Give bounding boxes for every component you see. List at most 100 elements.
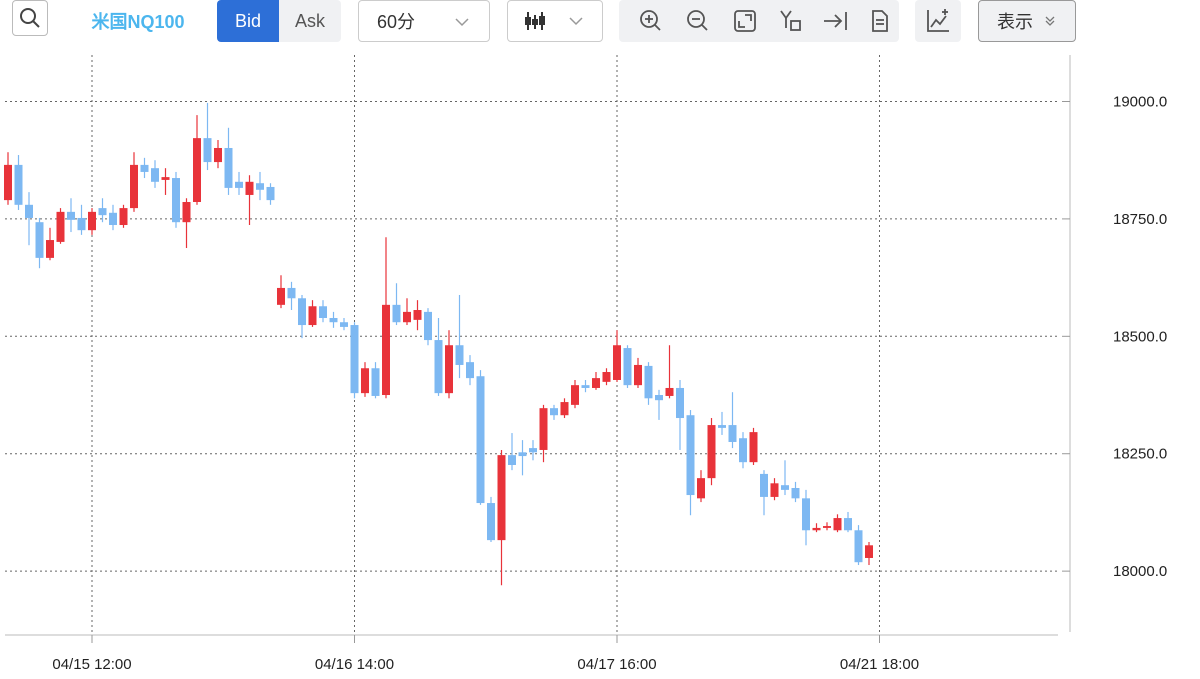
search-button[interactable]: [12, 0, 48, 36]
candle-body: [172, 178, 180, 223]
candle-body: [812, 527, 821, 531]
candle-body: [130, 164, 138, 209]
candle-body: [434, 340, 443, 394]
candle-body: [382, 304, 390, 396]
y-tick-label: 19000.0: [1113, 93, 1167, 110]
candle-body: [88, 211, 96, 231]
candle-body: [676, 387, 684, 419]
indicator-button[interactable]: [915, 0, 961, 42]
candle-body: [487, 503, 495, 541]
chevron: [1045, 16, 1055, 26]
candle-body: [193, 138, 201, 202]
display-button[interactable]: 表示: [978, 0, 1076, 42]
candle-body: [854, 530, 863, 563]
x-tick-label: 04/17 16:00: [577, 656, 656, 673]
tool-group: [619, 0, 899, 42]
candle-body: [224, 147, 233, 188]
candle-body: [497, 455, 506, 541]
candle-body: [718, 425, 726, 428]
candle-body: [476, 376, 485, 504]
tool-icons: [640, 10, 888, 32]
candle-body: [245, 181, 254, 195]
candle-body: [833, 518, 842, 531]
candle-body: [256, 183, 264, 190]
candle-body: [46, 240, 54, 258]
candle-body: [613, 345, 621, 380]
candle-body: [550, 408, 558, 416]
candle-body: [770, 483, 779, 497]
candle-body: [823, 526, 831, 528]
candle-body: [361, 368, 369, 394]
candle-body: [455, 345, 464, 365]
candle-body: [518, 452, 527, 457]
candle-body: [865, 545, 873, 558]
symbol[interactable]: 米国NQ100: [91, 12, 185, 32]
chart-type-select[interactable]: [507, 0, 603, 42]
candle-body: [844, 518, 852, 531]
candle-body: [413, 310, 422, 320]
indicator-icon: [927, 9, 949, 32]
interval-label: 60分: [377, 12, 416, 32]
candle-body: [560, 402, 569, 416]
x-tick-label: 04/21 18:00: [840, 656, 919, 673]
candle-body: [35, 222, 44, 258]
candle-body: [739, 438, 747, 463]
candle-body: [203, 138, 212, 163]
interval-select[interactable]: 60分: [358, 0, 490, 42]
candle-body: [686, 415, 695, 496]
candle-body: [644, 365, 653, 399]
candle-body: [287, 287, 296, 299]
candle-body: [329, 317, 338, 323]
candle-body: [14, 164, 23, 205]
candle-body: [760, 473, 768, 497]
candle-body: [539, 408, 548, 450]
candle-body: [602, 372, 611, 382]
candle-body: [151, 168, 159, 182]
candle-body: [791, 488, 800, 499]
candle-body: [319, 306, 327, 318]
candle-body: [77, 217, 86, 231]
candle-body: [802, 498, 810, 531]
candle-body: [25, 204, 33, 218]
candle-body: [728, 425, 737, 442]
y-tick-label: 18500.0: [1113, 328, 1167, 345]
candle-body: [277, 287, 285, 305]
candle-body: [623, 348, 632, 386]
candle-body: [781, 485, 789, 490]
candle-body: [749, 432, 758, 463]
candle-body: [571, 385, 579, 405]
candle-body: [665, 387, 674, 396]
y-tick-label: 18750.0: [1113, 211, 1167, 228]
candle-body: [634, 364, 642, 386]
candle-body: [529, 448, 537, 453]
candle-body: [119, 208, 128, 226]
y-tick-label: 18000.0: [1113, 563, 1167, 580]
x-tick-label: 04/16 14:00: [315, 656, 394, 673]
candle-body: [350, 325, 359, 394]
x-tick-label: 04/15 12:00: [52, 656, 131, 673]
chevron: [455, 18, 469, 27]
candle-body: [445, 345, 453, 394]
search-icon: [20, 8, 40, 28]
display-label: 表示: [997, 12, 1033, 32]
candle-body: [403, 311, 411, 323]
toolbar: 米国NQ100 Bid Ask 60分 表示: [0, 0, 1200, 44]
candle-body: [308, 306, 317, 326]
candle-body: [235, 181, 243, 188]
candle-body: [371, 368, 380, 396]
candle-body: [182, 201, 191, 223]
candle-body: [508, 455, 516, 465]
candle-body: [4, 164, 12, 201]
candle-icon: [525, 12, 583, 30]
candle-body: [140, 164, 149, 172]
candle-body: [161, 177, 170, 180]
candle-body: [298, 298, 306, 326]
ask-button[interactable]: Ask: [279, 0, 341, 42]
candle-body: [67, 211, 75, 220]
candle-body: [592, 378, 600, 388]
candle-body: [655, 395, 663, 401]
candle-body: [340, 322, 348, 327]
candle-body: [98, 208, 107, 216]
bid-button[interactable]: Bid: [217, 0, 279, 42]
